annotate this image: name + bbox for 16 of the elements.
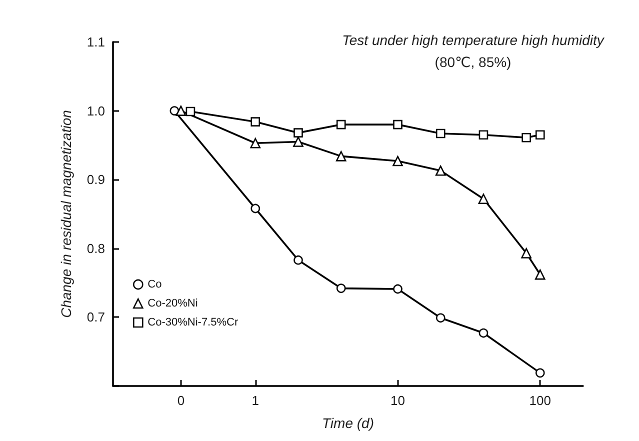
x-tick-label: 100 [529, 393, 551, 408]
legend-label: Co-30%Ni-7.5%Cr [148, 316, 238, 328]
legend-label: Co-20%Ni [148, 298, 198, 310]
y-tick-label: 1.1 [86, 34, 105, 50]
y-axis-title: Change in residual magnetization [58, 110, 74, 318]
x-tick-label: 10 [390, 393, 405, 408]
x-axis-title: Time (d) [322, 415, 374, 431]
legend-label: Co [148, 278, 162, 290]
x-tick-label: 0 [177, 393, 185, 408]
chart-title: Test under high temperature high humidity [342, 32, 605, 48]
y-tick-label: 0.9 [86, 172, 105, 188]
y-tick-label: 1.0 [86, 103, 105, 118]
x-tick-label: 1 [252, 393, 259, 408]
y-tick-label: 0.7 [86, 310, 105, 325]
y-tick-label: 0.8 [86, 240, 105, 256]
text: (80℃, 85%) [434, 54, 512, 70]
